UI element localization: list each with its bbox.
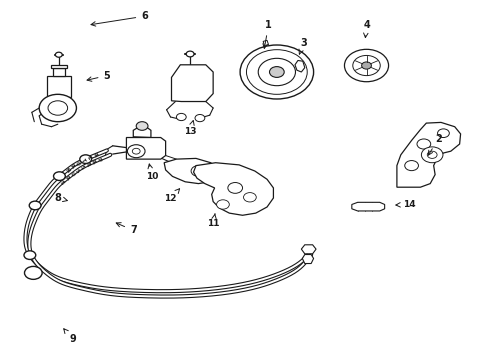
Circle shape xyxy=(427,151,437,158)
Text: 14: 14 xyxy=(396,200,416,209)
Circle shape xyxy=(80,155,92,163)
Circle shape xyxy=(195,114,205,122)
Circle shape xyxy=(29,201,41,210)
Circle shape xyxy=(438,129,449,138)
Text: U: U xyxy=(74,160,80,166)
Circle shape xyxy=(186,51,194,57)
Text: N: N xyxy=(64,167,70,174)
Polygon shape xyxy=(263,40,269,46)
Text: R: R xyxy=(64,175,70,181)
Text: 5: 5 xyxy=(87,71,110,81)
Text: S: S xyxy=(79,165,85,171)
Circle shape xyxy=(55,52,62,57)
Polygon shape xyxy=(295,60,305,72)
Text: E: E xyxy=(84,162,90,168)
Text: 9: 9 xyxy=(64,329,76,344)
Text: R: R xyxy=(69,163,75,170)
Polygon shape xyxy=(164,158,218,184)
Polygon shape xyxy=(51,65,67,68)
Polygon shape xyxy=(172,65,213,102)
Circle shape xyxy=(48,101,68,115)
Circle shape xyxy=(53,172,65,180)
Text: 3: 3 xyxy=(299,38,307,54)
Polygon shape xyxy=(397,122,461,187)
Text: 1: 1 xyxy=(263,20,272,48)
Polygon shape xyxy=(53,68,65,76)
Circle shape xyxy=(405,161,418,171)
Circle shape xyxy=(353,55,380,76)
Text: P: P xyxy=(96,157,102,162)
Circle shape xyxy=(246,50,307,94)
Text: R: R xyxy=(90,159,96,165)
Circle shape xyxy=(136,122,148,130)
Circle shape xyxy=(417,139,431,149)
Text: T: T xyxy=(80,158,86,163)
Text: E: E xyxy=(59,179,65,185)
Circle shape xyxy=(421,147,443,163)
Text: R: R xyxy=(92,152,98,158)
Circle shape xyxy=(228,183,243,193)
Text: 13: 13 xyxy=(184,121,196,136)
Text: 6: 6 xyxy=(91,11,148,26)
Circle shape xyxy=(362,62,371,69)
Circle shape xyxy=(24,251,36,260)
Circle shape xyxy=(217,200,229,209)
Circle shape xyxy=(244,193,256,202)
Text: 10: 10 xyxy=(146,164,158,181)
Polygon shape xyxy=(47,76,71,97)
Circle shape xyxy=(132,148,140,154)
Text: 8: 8 xyxy=(54,193,67,203)
Text: U: U xyxy=(69,171,75,178)
Text: 11: 11 xyxy=(207,214,220,228)
Polygon shape xyxy=(352,202,385,211)
Circle shape xyxy=(258,58,295,86)
Circle shape xyxy=(127,145,145,158)
Text: 7: 7 xyxy=(116,223,137,235)
Circle shape xyxy=(176,113,186,121)
Circle shape xyxy=(270,67,284,77)
Text: S: S xyxy=(74,168,80,174)
Text: 4: 4 xyxy=(363,20,370,37)
Polygon shape xyxy=(301,245,316,254)
Text: E: E xyxy=(86,155,92,161)
Circle shape xyxy=(240,45,314,99)
Circle shape xyxy=(191,166,206,176)
Circle shape xyxy=(39,94,76,122)
Polygon shape xyxy=(126,138,166,159)
Polygon shape xyxy=(302,255,314,264)
Text: 12: 12 xyxy=(164,189,180,203)
Circle shape xyxy=(24,266,42,279)
Polygon shape xyxy=(133,127,151,138)
Circle shape xyxy=(344,49,389,82)
Text: 2: 2 xyxy=(428,134,442,155)
Polygon shape xyxy=(194,163,273,215)
